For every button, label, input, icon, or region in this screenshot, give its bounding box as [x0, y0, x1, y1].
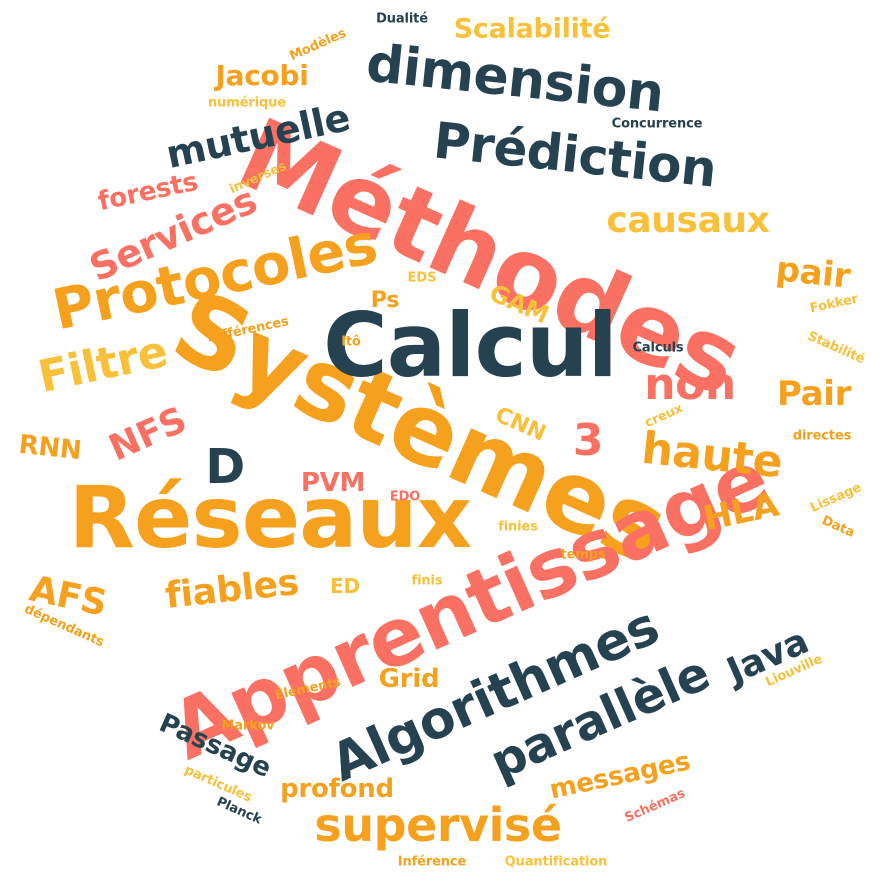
word-quantification: Quantification: [504, 854, 608, 870]
word-pair-upper: Pair: [776, 374, 852, 414]
word-grid: Grid: [378, 664, 440, 694]
word-calculs: Calculs: [632, 340, 684, 356]
word-ito: Itô: [341, 334, 361, 350]
word-lissage: Lissage: [808, 480, 864, 516]
word-filtre: Filtre: [33, 326, 172, 403]
word-ed: ED: [330, 574, 360, 598]
word-reseaux: Réseaux: [68, 468, 473, 568]
word-finies: finies: [498, 519, 538, 535]
word-schemas: Schémas: [622, 786, 688, 826]
word-non: non: [644, 359, 736, 410]
word-supervise: supervisé: [314, 798, 562, 852]
word-stabilite: Stabilité: [805, 328, 867, 368]
word-modeles: Modèles: [287, 25, 349, 65]
word-profond: profond: [280, 774, 394, 804]
word-finis: finis: [411, 573, 443, 589]
word-rnn: RNN: [17, 429, 83, 467]
word-d: D: [205, 439, 245, 495]
word-jacobi: Jacobi: [215, 59, 309, 92]
word-causaux: causaux: [606, 200, 770, 241]
word-numerique: numérique: [208, 95, 286, 111]
word-3: 3: [572, 415, 604, 466]
word-dualite: Dualité: [376, 11, 428, 27]
word-eds: EDS: [407, 270, 437, 286]
word-temps: temps: [560, 547, 606, 563]
word-dimension: dimension: [363, 33, 667, 125]
word-fokker: Fokker: [808, 291, 860, 317]
word-edo: EDO: [389, 489, 421, 505]
word-inference: Inférence: [397, 854, 467, 870]
word-pair-lower: pair: [773, 249, 853, 297]
word-concurrence: Concurrence: [611, 116, 703, 132]
word-directes: directes: [792, 428, 852, 444]
word-calcul: Calcul: [323, 294, 618, 397]
word-fiables: fiables: [163, 562, 301, 617]
word-pvm: PVM: [300, 468, 366, 498]
word-data: Data: [819, 513, 857, 541]
word-nfs: NFS: [103, 399, 193, 470]
word-scalabilite: Scalabilité: [453, 13, 611, 45]
word-ps: Ps: [370, 288, 400, 313]
word-markov: Markov: [221, 718, 275, 734]
